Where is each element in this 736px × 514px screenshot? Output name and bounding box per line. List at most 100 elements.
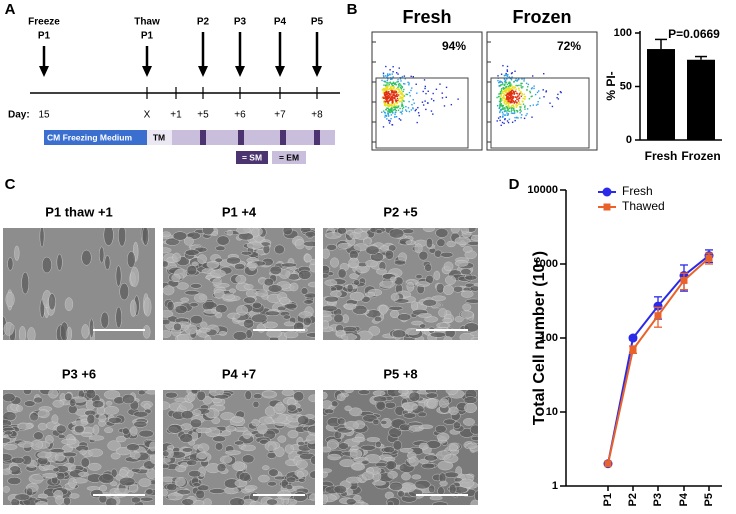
cell: [266, 498, 278, 505]
cell: [192, 409, 202, 416]
flow-dot: [502, 83, 504, 85]
flow-dot: [405, 93, 407, 96]
flow-dot: [520, 116, 522, 119]
cell: [48, 293, 56, 311]
flow-dot: [383, 75, 385, 78]
cell: [61, 438, 77, 445]
flow-dot: [400, 89, 403, 92]
flow-dot: [503, 114, 506, 116]
flow-dot: [515, 90, 517, 92]
flow-dot: [394, 106, 396, 108]
cell: [268, 468, 279, 477]
flow-dot: [384, 114, 387, 117]
cell: [186, 459, 198, 466]
cell: [364, 291, 376, 298]
flow-dot: [385, 89, 387, 92]
cell: [110, 481, 118, 487]
flow-dot: [385, 86, 387, 88]
flow-dot: [384, 95, 387, 98]
flow-dot: [512, 90, 515, 92]
micrograph: [3, 228, 155, 340]
cell: [419, 323, 427, 329]
flow-dot: [385, 103, 387, 105]
flow-dot: [511, 87, 513, 89]
flow-dot: [387, 93, 389, 95]
flow-dot: [508, 118, 511, 120]
flow-dot: [510, 107, 513, 109]
flow-dot: [397, 106, 400, 108]
flow-dot: [387, 100, 389, 102]
flow-dot: [504, 81, 506, 83]
flow-dot: [499, 103, 501, 106]
cell: [131, 496, 141, 504]
flow-dot: [529, 91, 532, 94]
flow-dot: [505, 87, 508, 90]
flow-dot: [389, 69, 391, 71]
flow-dot: [521, 78, 523, 80]
flow-dot: [400, 111, 403, 113]
cell: [350, 463, 366, 471]
flow-dot: [399, 90, 401, 93]
cell: [324, 295, 340, 303]
flow-dot: [390, 117, 392, 120]
y-tick-label: 0: [626, 134, 632, 146]
flow-dot: [393, 103, 396, 105]
flow-dot: [390, 86, 392, 88]
flow-dot: [386, 84, 388, 86]
flow-gate: [375, 77, 469, 149]
cell: [219, 455, 233, 464]
image-label: P4 +7: [222, 366, 256, 381]
flow-dot: [510, 79, 513, 81]
cell: [411, 320, 424, 326]
cell: [99, 484, 108, 492]
day: +6: [234, 110, 246, 121]
flow-title: Fresh: [402, 7, 451, 27]
arrow-label: Thaw: [134, 17, 160, 28]
cell: [267, 284, 283, 293]
flow-dot: [504, 107, 506, 109]
flow-dot: [397, 79, 399, 81]
cell: [98, 473, 115, 484]
flow-dot: [504, 110, 507, 112]
x-tick-label: P1: [602, 493, 614, 506]
cell: [166, 483, 178, 492]
flow-dot: [389, 120, 391, 122]
cell: [163, 285, 175, 296]
flow-dot: [387, 115, 390, 117]
flow-dot: [505, 91, 508, 93]
flow-dot: [520, 90, 522, 93]
cell: [181, 498, 195, 505]
flow-dot: [393, 106, 395, 109]
flow-dot: [400, 104, 403, 106]
flow-dot: [384, 103, 386, 106]
flow-dot: [513, 93, 515, 95]
marker: [629, 345, 637, 353]
day: X: [144, 110, 151, 121]
flow-dot: [543, 96, 545, 98]
flow-dot: [401, 97, 404, 99]
cell: [414, 243, 423, 254]
flow-dot: [384, 75, 387, 77]
flow-dot: [510, 87, 512, 90]
flow-dot: [393, 104, 396, 107]
cell: [195, 489, 206, 500]
flow-dot: [517, 98, 519, 101]
y-tick-label: 100: [540, 332, 558, 344]
flow-dot: [506, 110, 509, 112]
flow-dot: [501, 121, 504, 124]
cell: [252, 400, 260, 408]
flow-dot: [443, 105, 446, 107]
flow-dot: [515, 117, 518, 119]
cell: [171, 273, 181, 283]
flow-dot: [399, 86, 402, 89]
flow-dot: [396, 81, 398, 83]
flow-dot: [390, 78, 392, 81]
cell: [104, 427, 114, 434]
flow-dot: [522, 103, 525, 105]
flow-dot: [503, 93, 506, 95]
flow-dot: [396, 102, 399, 104]
arrow-head: [39, 66, 49, 77]
y-tick-label: 1: [552, 480, 558, 492]
flow-dot: [392, 76, 394, 78]
cell: [470, 331, 478, 337]
